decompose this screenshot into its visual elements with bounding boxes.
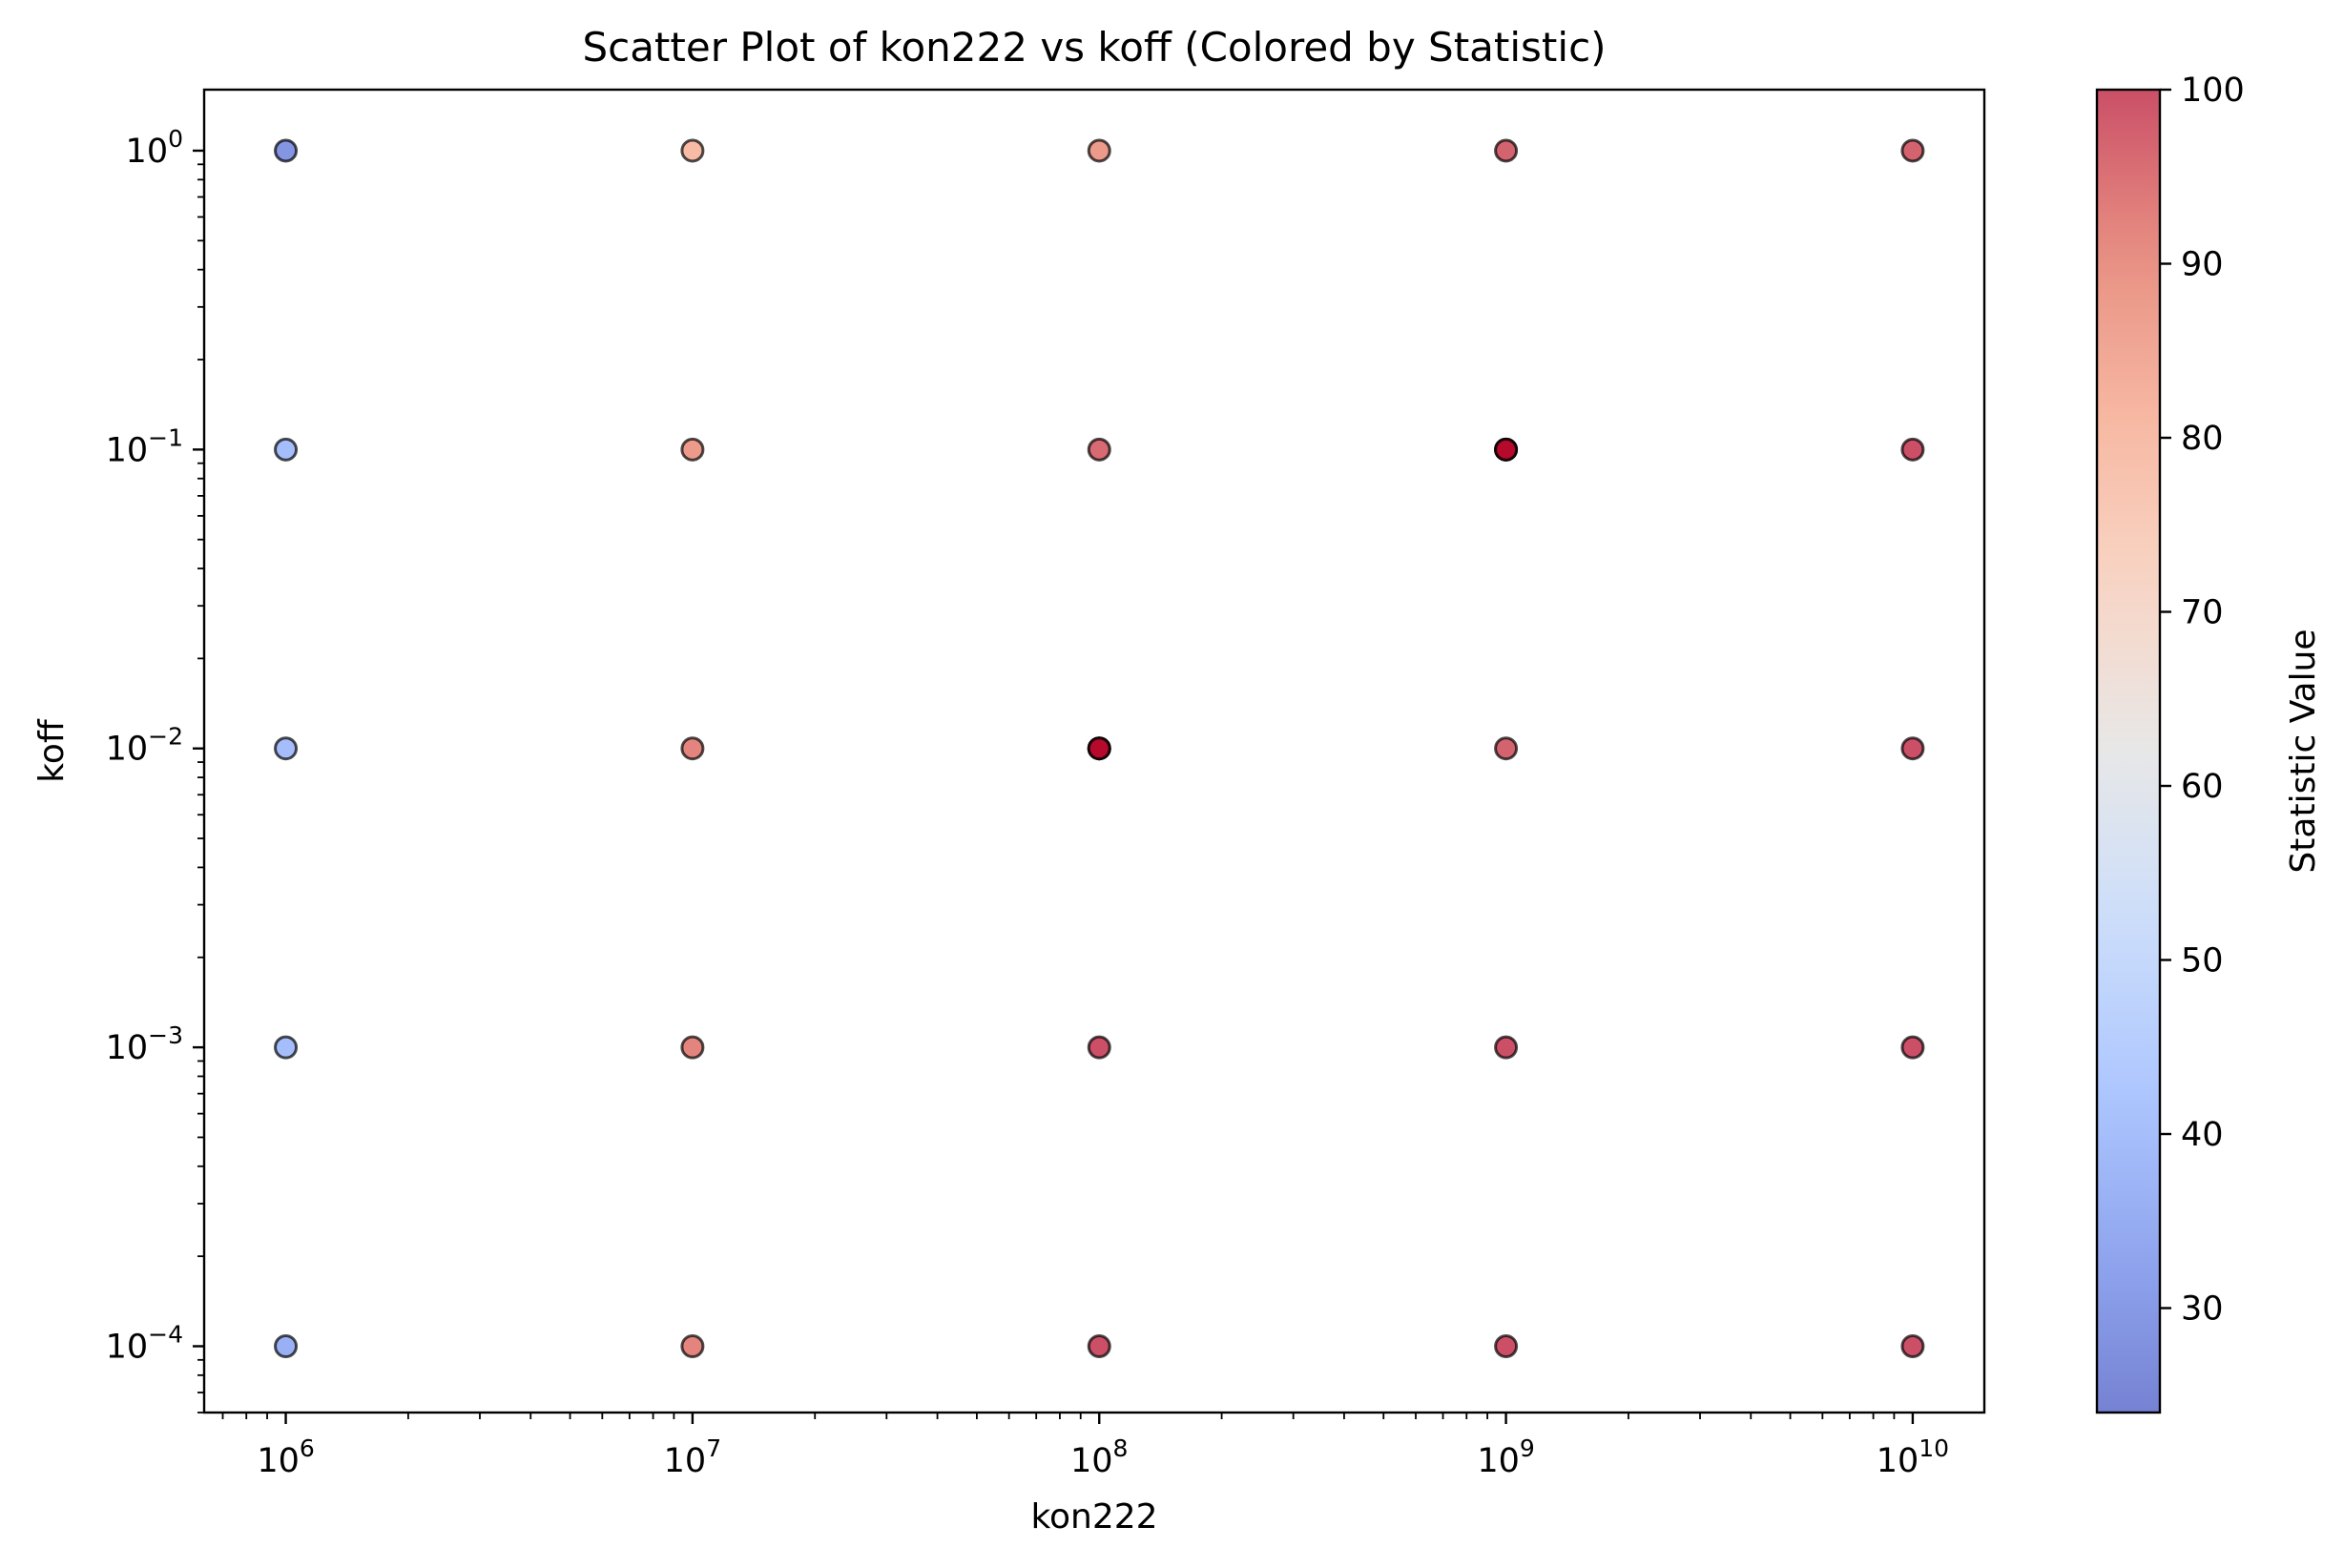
colorbar-label: Statistic Value [2284, 629, 2323, 873]
data-point [1900, 1035, 1925, 1060]
data-point [680, 138, 705, 163]
colorbar-tick-label: 70 [2181, 594, 2224, 632]
data-point [274, 1333, 299, 1358]
y-axis-label: koff [32, 718, 72, 783]
data-point [680, 437, 705, 462]
data-point [1087, 1333, 1111, 1358]
chart-title: Scatter Plot of kon222 vs koff (Colored … [582, 24, 1606, 71]
data-point [274, 138, 299, 163]
data-point [1087, 138, 1111, 163]
colorbar-tick-label: 80 [2181, 420, 2224, 458]
x-tick-label: 108 [1070, 1434, 1128, 1480]
x-tick-label: 107 [664, 1434, 721, 1480]
y-tick-label: 10−2 [106, 723, 183, 769]
data-point [680, 1035, 705, 1060]
data-point [274, 736, 299, 761]
y-tick-label: 10−1 [106, 423, 183, 469]
x-axis-label: kon222 [1030, 1497, 1157, 1537]
colorbar-tick-label: 50 [2181, 942, 2224, 980]
y-tick-label: 10−3 [106, 1021, 183, 1067]
colorbar-tick-label: 40 [2181, 1116, 2224, 1154]
y-tick-label: 100 [126, 125, 183, 171]
data-point [1900, 437, 1925, 462]
data-point [1900, 138, 1925, 163]
data-point [1087, 437, 1111, 462]
data-point [1494, 437, 1519, 462]
data-point [1494, 1035, 1519, 1060]
data-point [274, 437, 299, 462]
colorbar [2097, 90, 2160, 1413]
data-point [1494, 736, 1519, 761]
data-point [1087, 1035, 1111, 1060]
x-tick-label: 106 [257, 1434, 314, 1480]
data-point [680, 1333, 705, 1358]
data-point [680, 736, 705, 761]
colorbar-tick-label: 60 [2181, 768, 2224, 806]
data-point [1087, 736, 1111, 761]
data-point [1494, 138, 1519, 163]
data-point [1494, 1333, 1519, 1358]
data-point [1900, 1333, 1925, 1358]
colorbar-frame [2095, 88, 2162, 1414]
colorbar-tick-label: 30 [2181, 1290, 2224, 1329]
data-point [274, 1035, 299, 1060]
x-tick-label: 1010 [1877, 1434, 1949, 1480]
colorbar-tick-label: 100 [2181, 72, 2245, 110]
data-point [1900, 736, 1925, 761]
x-tick-label: 109 [1477, 1434, 1534, 1480]
y-tick-label: 10−4 [106, 1320, 183, 1366]
colorbar-tick-label: 90 [2181, 246, 2224, 284]
plot-area-frame [202, 88, 1986, 1414]
